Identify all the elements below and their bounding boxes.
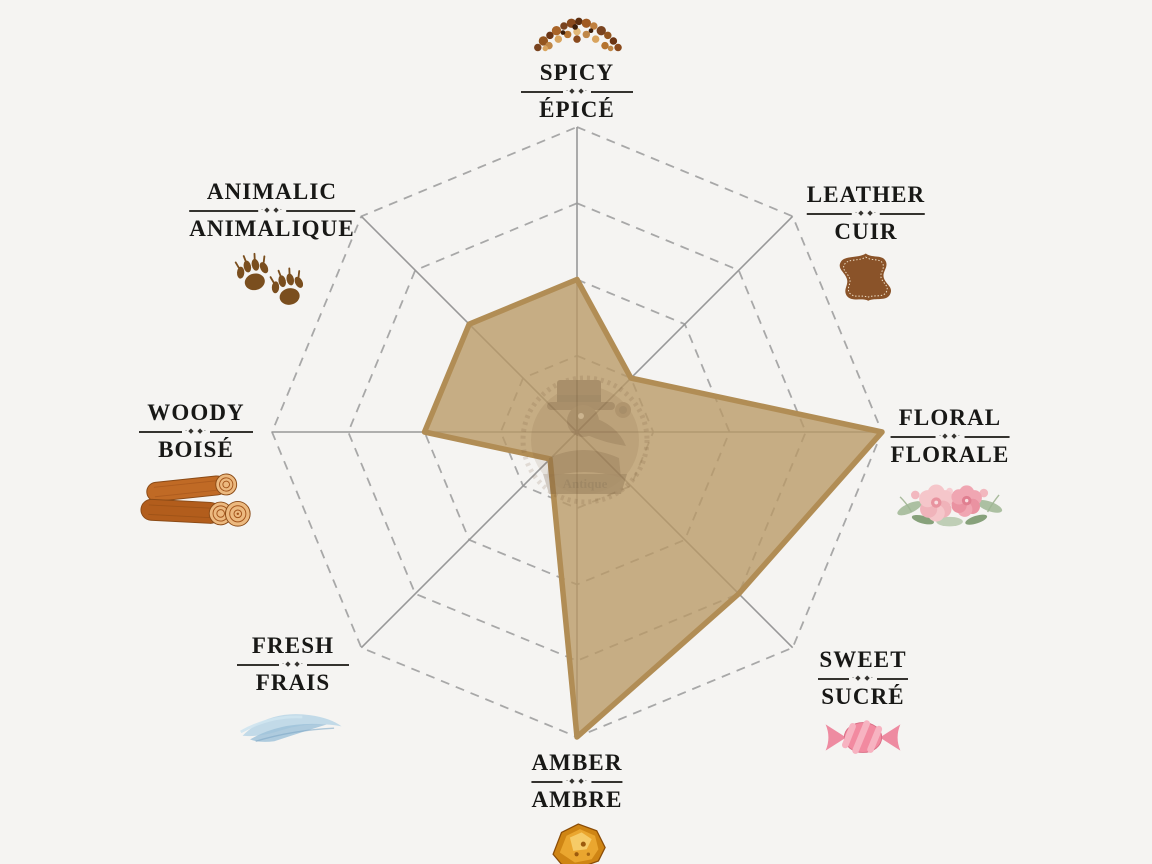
divider-ornament: ·◆ ◆· [854,209,878,218]
label-divider: ·◆ ◆· [818,675,908,682]
breeze-icon [237,702,349,747]
axis-label-en: WOODY [147,400,245,425]
axis-label-amber: AMBER ·◆ ◆· AMBRE [531,750,623,864]
label-divider: ·◆ ◆· [890,432,1010,441]
axis-label-spicy: SPICY ·◆ ◆· ÉPICÉ [521,10,633,124]
candy-icon [818,716,908,759]
axis-label-fr: ÉPICÉ [539,97,615,123]
divider-ornament: ·◆ ◆· [565,87,589,96]
label-divider: ·◆ ◆· [189,207,355,214]
logs-icon [139,469,253,532]
axis-label-en: ANIMALIC [206,179,338,204]
label-divider: ·◆ ◆· [139,428,253,435]
divider-ornament: ·◆ ◆· [281,660,305,669]
divider-ornament: ·◆ ◆· [184,427,208,436]
axis-label-fr: AMBRE [531,787,623,813]
paw-prints-icon [228,248,316,314]
divider-ornament: ·◆ ◆· [851,674,875,683]
axis-label-en: FRESH [251,633,335,658]
axis-label-fr: BOISÉ [158,437,234,463]
axis-label-fr: ANIMALIQUE [189,216,355,242]
label-divider: ·◆ ◆· [237,661,349,668]
axis-label-leather: LEATHER ·◆ ◆· CUIR [806,182,926,304]
axis-label-en: SPICY [539,60,615,85]
label-divider: ·◆ ◆· [806,209,926,218]
divider-ornament: ·◆ ◆· [260,206,284,215]
axis-label-sweet: SWEET ·◆ ◆· SUCRÉ [818,647,908,759]
label-divider: ·◆ ◆· [521,88,633,95]
divider-ornament: ·◆ ◆· [938,432,962,441]
flowers-icon [891,474,1009,533]
axis-label-fr: FLORALE [890,442,1010,468]
amber-stone-icon [544,819,610,864]
axis-label-woody: WOODY ·◆ ◆· BOISÉ [139,400,253,532]
axis-label-en: LEATHER [806,182,926,207]
axis-label-fr: CUIR [834,219,898,245]
axis-label-animalic: ANIMALIC ·◆ ◆· ANIMALIQUE [189,179,355,314]
axis-label-fresh: FRESH ·◆ ◆· FRAIS [237,633,349,747]
axis-label-en: SWEET [819,647,907,672]
axis-label-fr: SUCRÉ [821,684,905,710]
axis-label-fr: FRAIS [255,670,331,696]
leather-hide-icon [836,251,896,304]
axis-label-floral: FLORAL ·◆ ◆· FLORALE [890,405,1010,533]
label-divider: ·◆ ◆· [531,777,623,786]
axis-label-en: FLORAL [898,405,1002,430]
divider-ornament: ·◆ ◆· [565,777,589,786]
axis-label-en: AMBER [531,750,623,775]
spices-icon [521,10,633,57]
